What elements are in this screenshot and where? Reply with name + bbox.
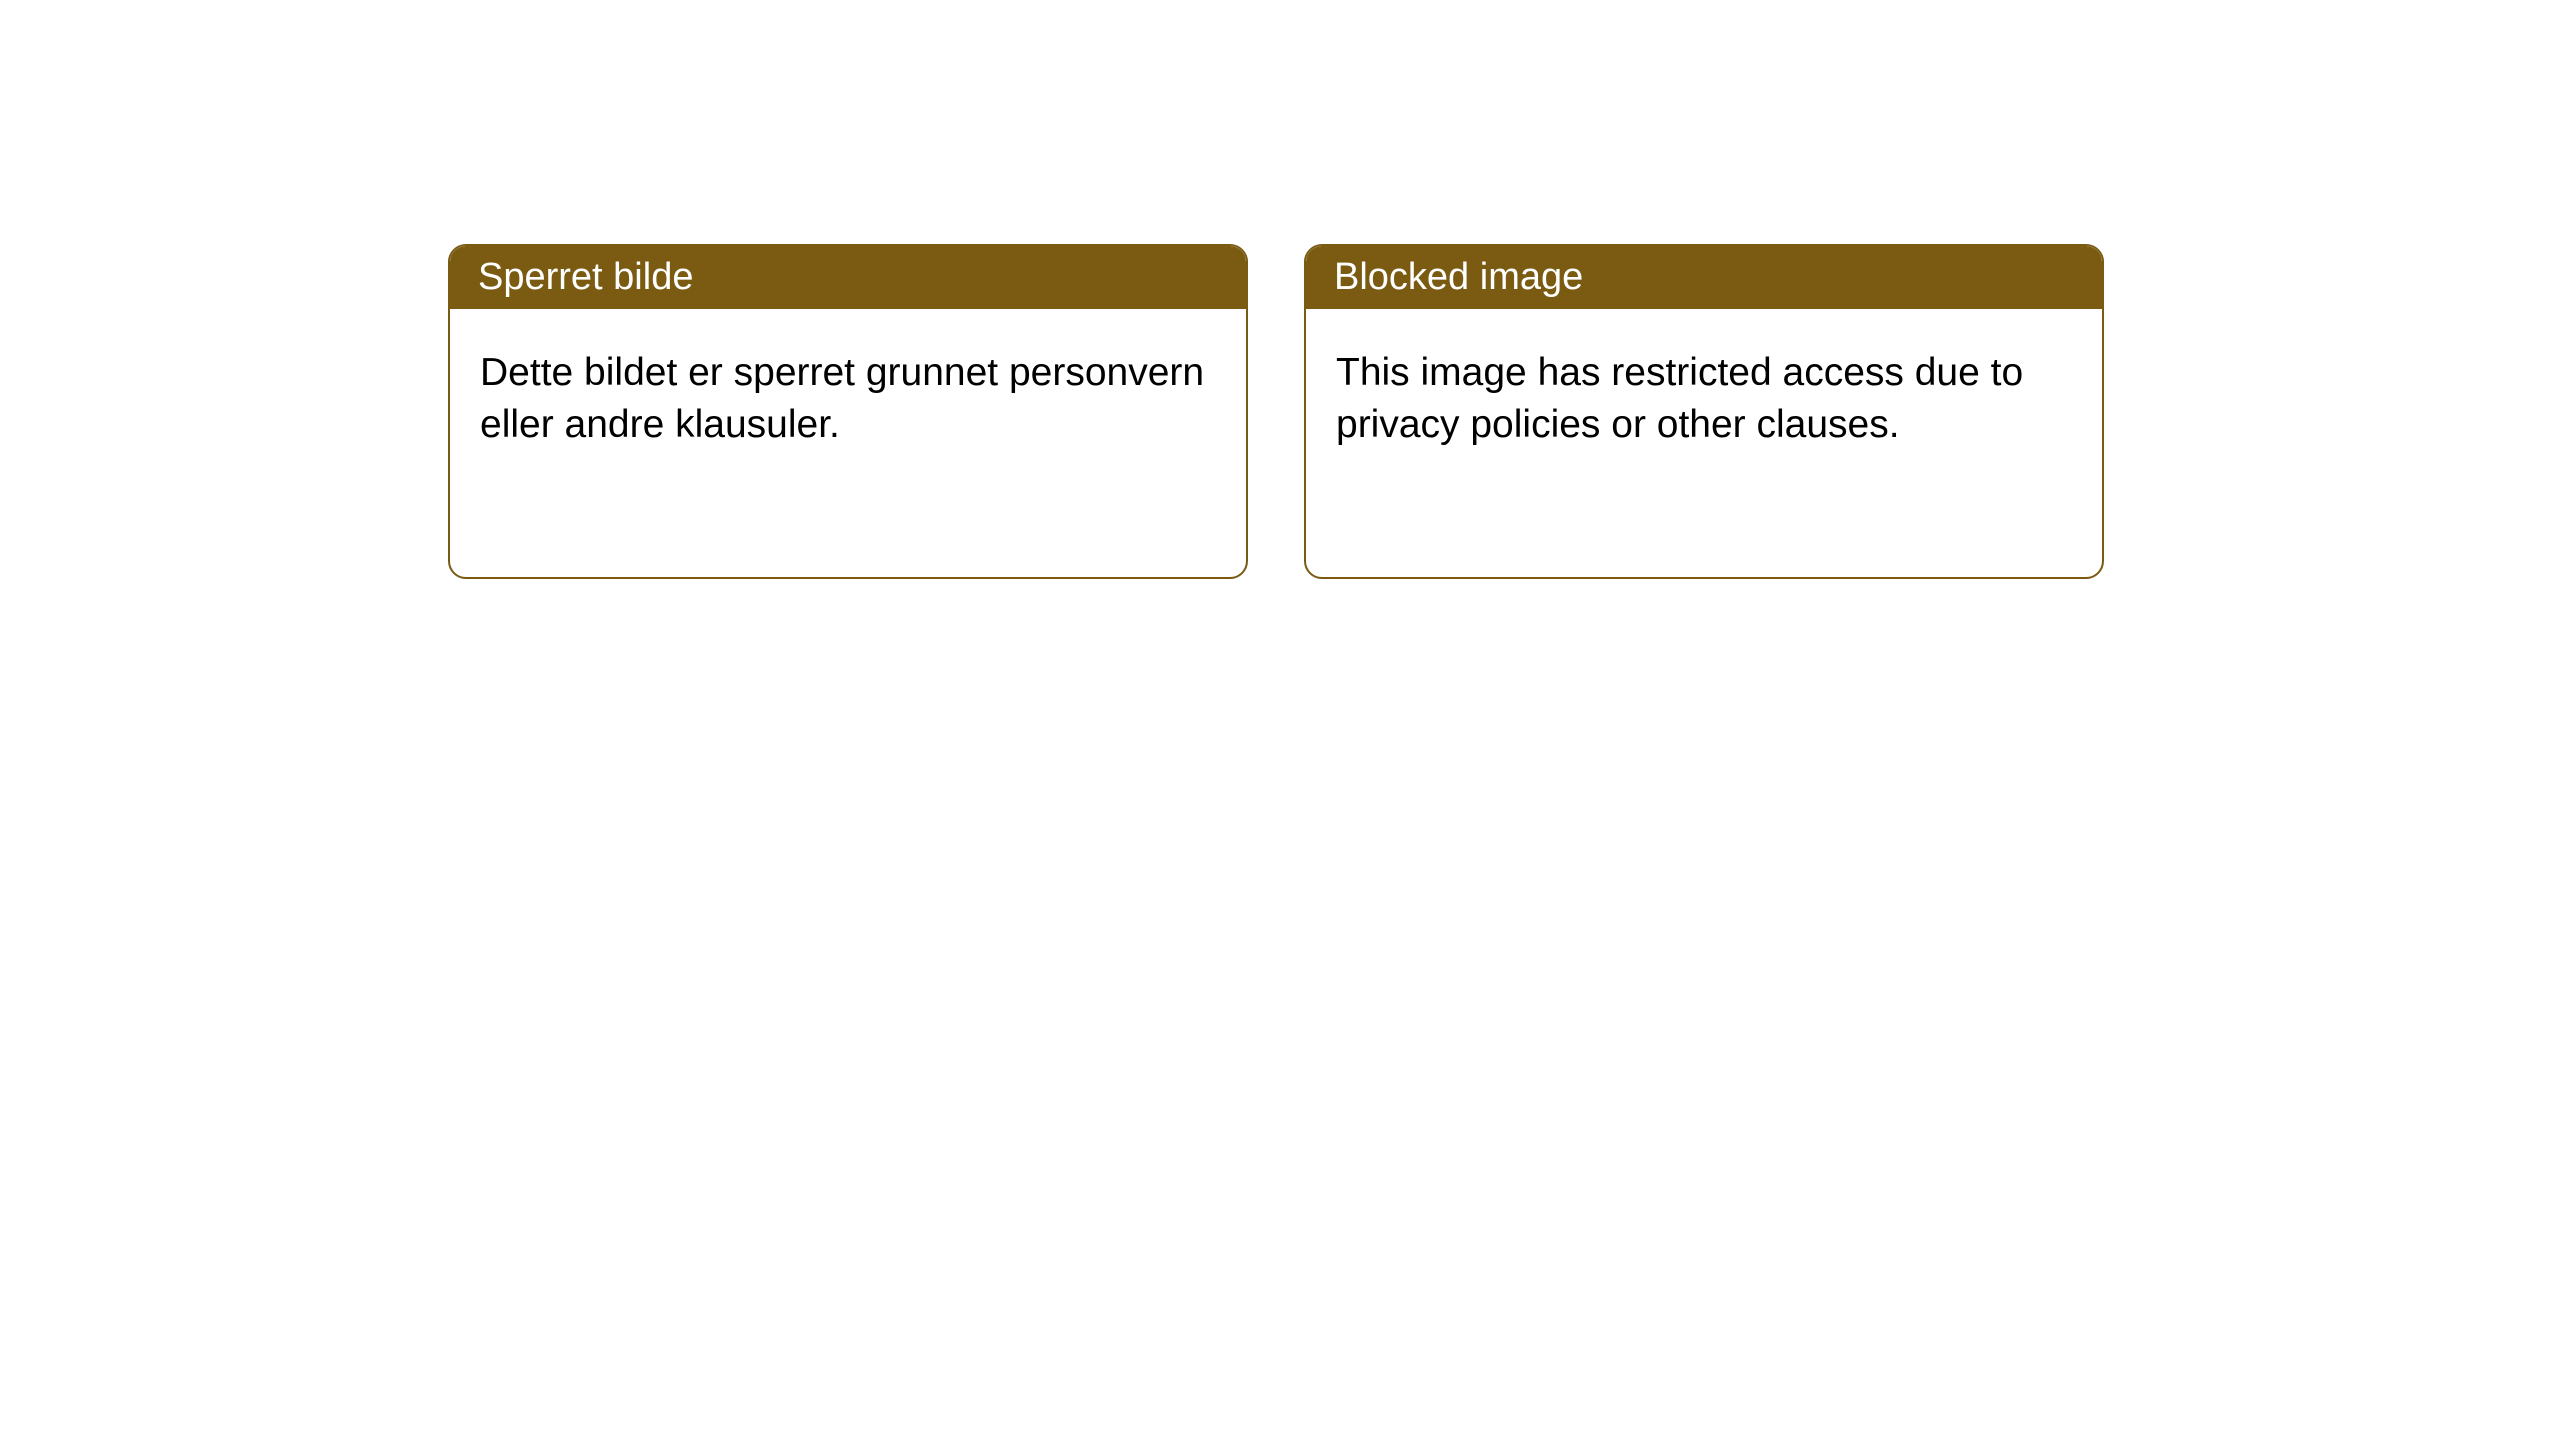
card-title: Sperret bilde: [450, 246, 1246, 309]
card-title: Blocked image: [1306, 246, 2102, 309]
notice-cards-row: Sperret bilde Dette bildet er sperret gr…: [448, 244, 2104, 579]
notice-card-english: Blocked image This image has restricted …: [1304, 244, 2104, 579]
card-body: This image has restricted access due to …: [1306, 309, 2102, 489]
notice-card-norwegian: Sperret bilde Dette bildet er sperret gr…: [448, 244, 1248, 579]
card-body: Dette bildet er sperret grunnet personve…: [450, 309, 1246, 489]
